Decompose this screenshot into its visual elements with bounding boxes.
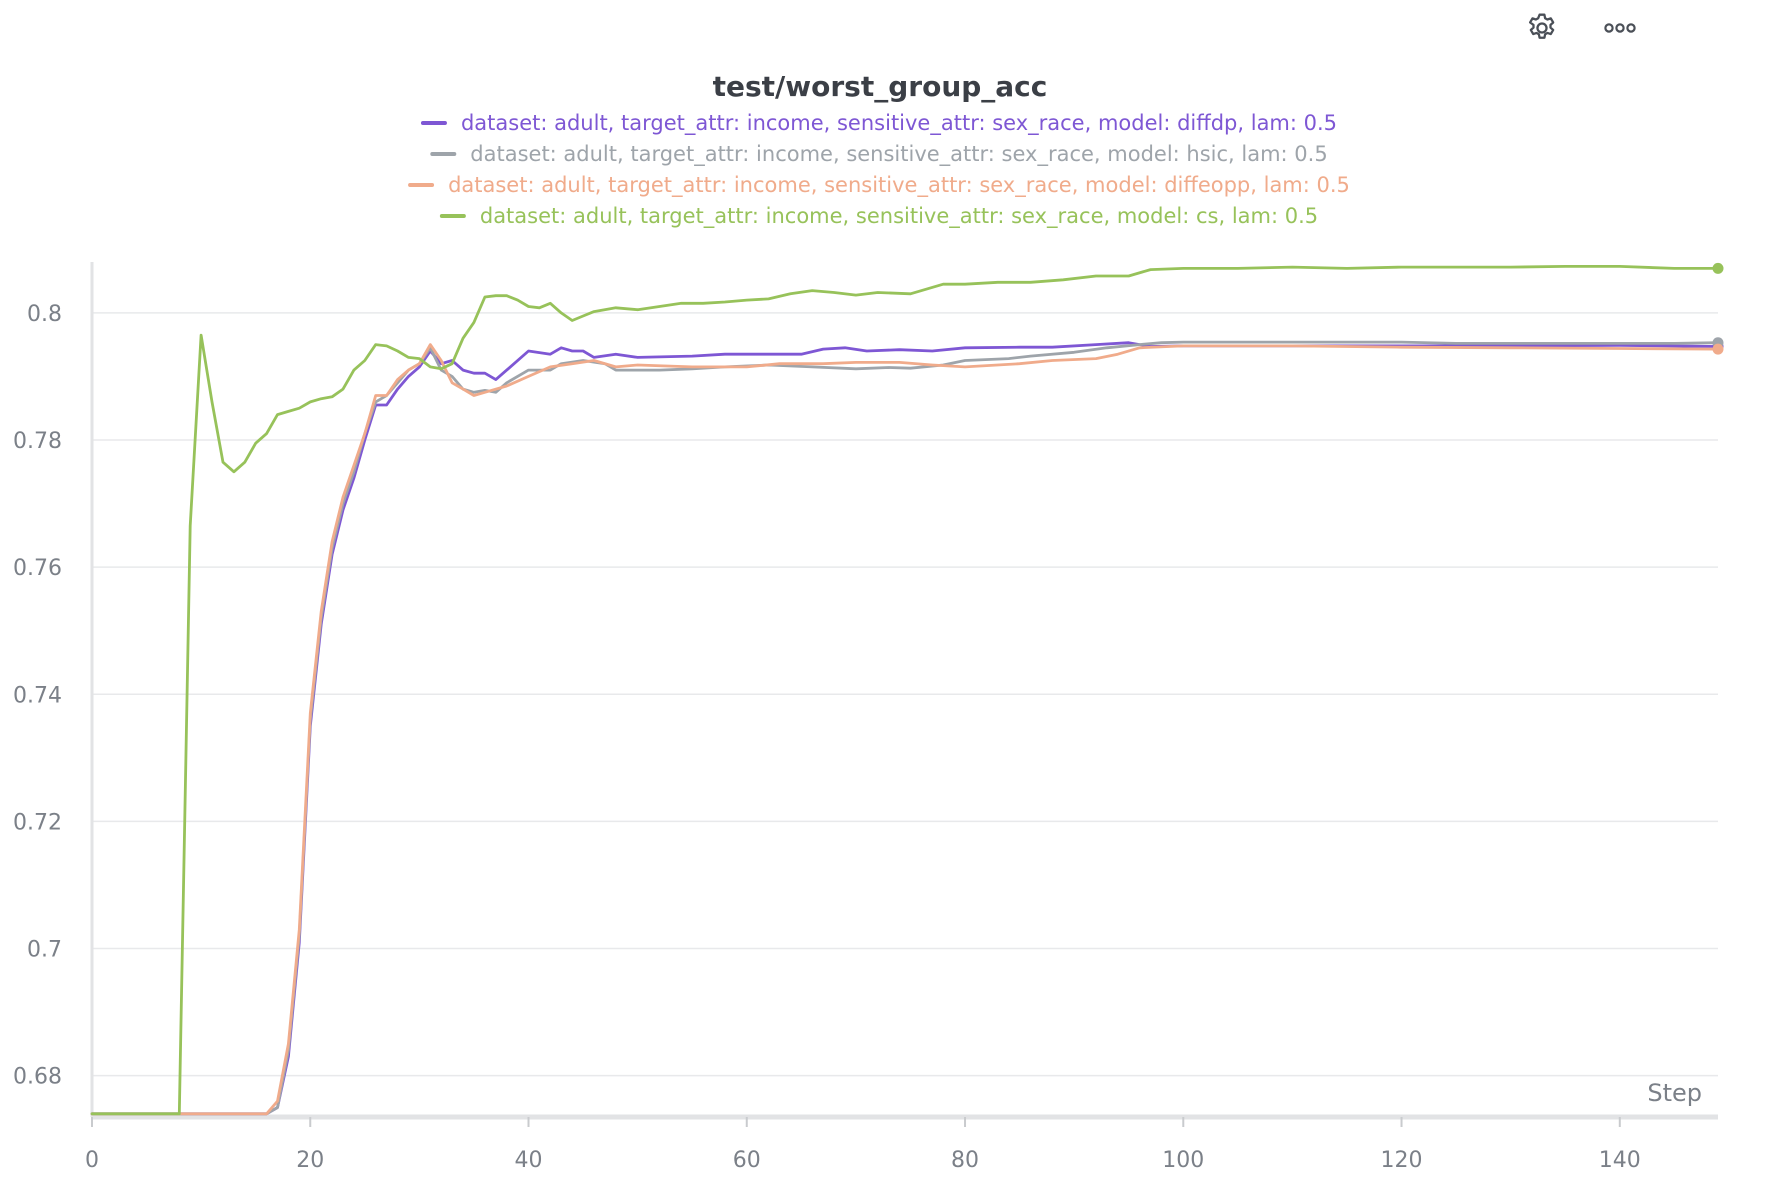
x-axis-title: Step (1647, 1079, 1702, 1107)
more-horizontal-icon[interactable] (1598, 6, 1642, 50)
legend: dataset: adult, target_attr: income, sen… (408, 111, 1350, 229)
x-tick-label: 100 (1162, 1148, 1204, 1173)
legend-label: dataset: adult, target_attr: income, sen… (461, 111, 1337, 136)
x-tick-label: 40 (515, 1148, 543, 1173)
gridlines (92, 312, 1718, 1077)
chart-title: test/worst_group_acc (713, 70, 1048, 103)
x-tick-label: 20 (296, 1148, 324, 1173)
series-line[interactable] (90, 265, 1720, 1116)
legend-label: dataset: adult, target_attr: income, sen… (480, 204, 1318, 229)
series-line[interactable] (90, 341, 1720, 1116)
x-tick-label: 80 (951, 1148, 979, 1173)
y-tick-label: 0.76 (13, 556, 62, 581)
y-tick-label: 0.72 (13, 810, 62, 835)
legend-item[interactable]: dataset: adult, target_attr: income, sen… (439, 204, 1318, 229)
panel-toolbar (1508, 6, 1768, 56)
legend-label: dataset: adult, target_attr: income, sen… (470, 142, 1327, 167)
series-line[interactable] (90, 340, 1720, 1116)
legend-item[interactable]: dataset: adult, target_attr: income, sen… (430, 142, 1328, 167)
legend-item[interactable]: dataset: adult, target_attr: income, sen… (420, 111, 1337, 136)
gear-icon[interactable] (1520, 6, 1564, 50)
y-tick-label: 0.74 (13, 683, 62, 708)
x-tick-label: 0 (85, 1148, 99, 1173)
y-tick-label: 0.7 (27, 938, 62, 963)
y-tick-label: 0.68 (13, 1065, 62, 1090)
y-tick-label: 0.8 (27, 302, 62, 327)
axes: 0.68 0.7 0.72 0.74 0.76 0.78 0.8 0 20 40 60 80 100 12… (13, 262, 1718, 1173)
y-tick-label: 0.78 (13, 429, 62, 454)
legend-label: dataset: adult, target_attr: income, sen… (448, 173, 1350, 198)
x-tick-label: 120 (1381, 1148, 1423, 1173)
x-tick-label: 60 (733, 1148, 761, 1173)
series-endpoints (1712, 262, 1724, 355)
series-line[interactable] (90, 343, 1720, 1116)
series-endpoint (1712, 343, 1724, 355)
series-endpoint (1712, 262, 1724, 274)
series-layer (90, 265, 1720, 1116)
x-tick-label: 140 (1599, 1148, 1641, 1173)
legend-item[interactable]: dataset: adult, target_attr: income, sen… (408, 173, 1350, 198)
